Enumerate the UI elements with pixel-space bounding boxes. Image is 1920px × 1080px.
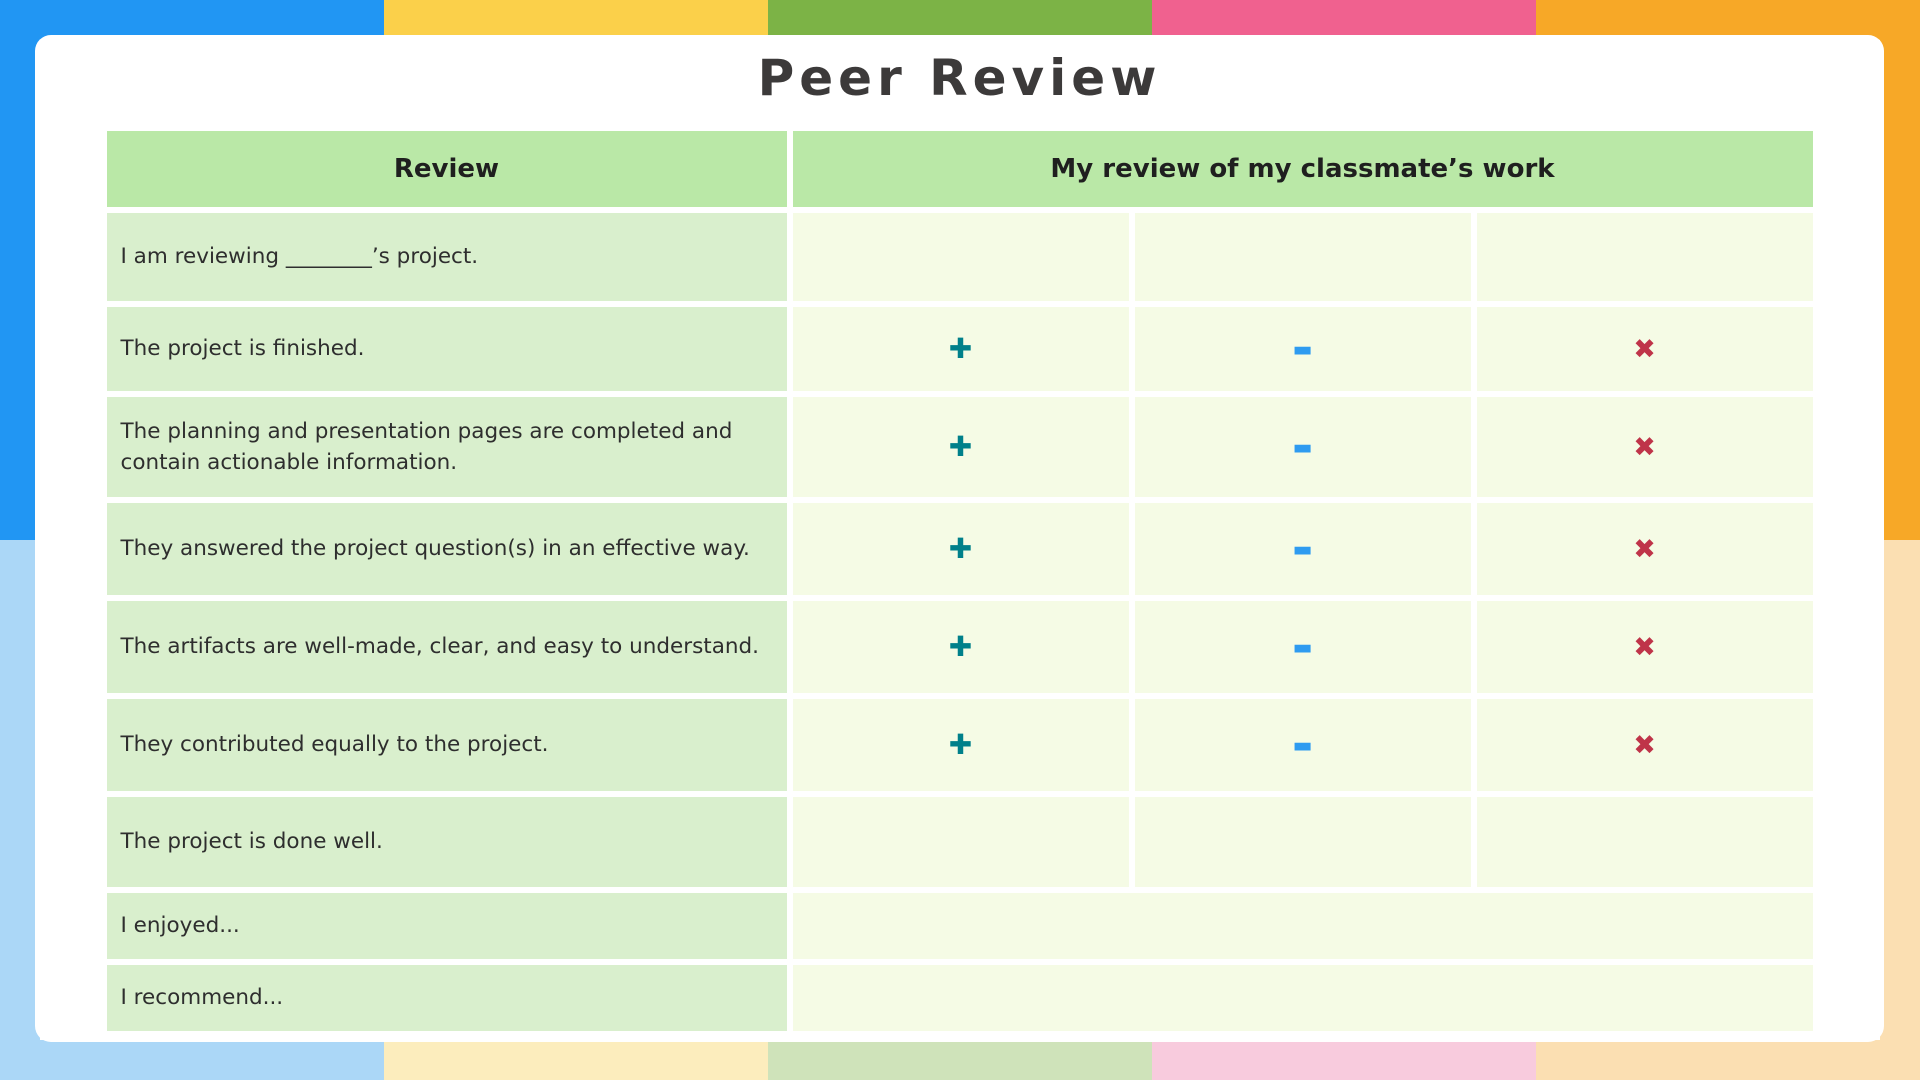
row-label: They answered the project question(s) in… xyxy=(106,503,787,595)
plus-icon: ✚ xyxy=(948,728,973,761)
row-label-text: The artifacts are well-made, clear, and … xyxy=(120,634,760,660)
plus-option-cell[interactable]: ✚ xyxy=(792,397,1129,497)
frame-segment xyxy=(1536,1040,1920,1080)
plus-option-cell[interactable]: ✚ xyxy=(792,503,1129,595)
plus-icon: ✚ xyxy=(948,332,973,365)
row-label: The artifacts are well-made, clear, and … xyxy=(106,601,787,693)
frame-segment xyxy=(0,0,384,40)
answer-cell[interactable] xyxy=(1476,797,1813,887)
cross-option-cell[interactable]: ✖ xyxy=(1476,601,1813,693)
cross-icon: ✖ xyxy=(1633,431,1656,463)
column-header-review: Review xyxy=(106,131,787,207)
row-label-text: They contributed equally to the project. xyxy=(120,732,549,758)
column-header-review-label: Review xyxy=(393,154,500,184)
cross-icon: ✖ xyxy=(1633,729,1656,761)
frame-segment xyxy=(1880,0,1920,540)
plus-option-cell[interactable]: ✚ xyxy=(792,699,1129,791)
row-label: The project is finished. xyxy=(106,307,787,391)
row-label-text: I enjoyed... xyxy=(120,913,240,939)
row-label-text: I am reviewing ________’s project. xyxy=(120,244,479,270)
minus-icon: ▬ xyxy=(1292,336,1313,361)
row-label-text: The project is finished. xyxy=(120,336,365,362)
cross-icon: ✖ xyxy=(1633,333,1656,365)
free-response-cell[interactable] xyxy=(792,893,1813,959)
frame-segment xyxy=(1880,540,1920,1080)
row-label: I enjoyed... xyxy=(106,893,787,959)
answer-cell[interactable] xyxy=(1134,213,1471,301)
frame-segment xyxy=(0,540,40,1080)
plus-option-cell[interactable]: ✚ xyxy=(792,307,1129,391)
plus-icon: ✚ xyxy=(948,630,973,663)
frame-segment xyxy=(768,0,1152,40)
row-label-text: The planning and presentation pages are … xyxy=(120,418,733,475)
cross-option-cell[interactable]: ✖ xyxy=(1476,503,1813,595)
row-label: The project is done well. xyxy=(106,797,787,887)
row-label: I am reviewing ________’s project. xyxy=(106,213,787,301)
frame-segment xyxy=(1152,0,1536,40)
frame-segment xyxy=(1536,0,1920,40)
cross-option-cell[interactable]: ✖ xyxy=(1476,699,1813,791)
answer-cell[interactable] xyxy=(792,213,1129,301)
plus-icon: ✚ xyxy=(948,430,973,463)
row-label-text: I recommend... xyxy=(120,985,284,1011)
frame-segment xyxy=(768,1040,1152,1080)
page-title: Peer Review xyxy=(757,49,1162,107)
frame-bottom-border xyxy=(0,1040,1920,1080)
peer-review-table: Review My review of my classmate’s work … xyxy=(106,131,1813,1031)
frame-left-border xyxy=(0,0,40,1080)
frame-segment xyxy=(1152,1040,1536,1080)
worksheet-card: Peer Review Review My review of my class… xyxy=(35,35,1884,1042)
row-label: I recommend... xyxy=(106,965,787,1031)
minus-option-cell[interactable]: ▬ xyxy=(1134,699,1471,791)
minus-icon: ▬ xyxy=(1292,536,1313,561)
plus-option-cell[interactable]: ✚ xyxy=(792,601,1129,693)
answer-cell[interactable] xyxy=(1134,797,1471,887)
frame-segment xyxy=(384,0,768,40)
plus-icon: ✚ xyxy=(948,532,973,565)
minus-option-cell[interactable]: ▬ xyxy=(1134,503,1471,595)
row-label-text: The project is done well. xyxy=(120,829,383,855)
column-header-my-review-label: My review of my classmate’s work xyxy=(1050,154,1555,184)
frame-right-border xyxy=(1880,0,1920,1080)
row-label: The planning and presentation pages are … xyxy=(106,397,787,497)
free-response-cell[interactable] xyxy=(792,965,1813,1031)
frame-segment xyxy=(0,0,40,540)
frame-segment xyxy=(384,1040,768,1080)
answer-cell[interactable] xyxy=(792,797,1129,887)
answer-cell[interactable] xyxy=(1476,213,1813,301)
column-header-my-review: My review of my classmate’s work xyxy=(792,131,1813,207)
minus-option-cell[interactable]: ▬ xyxy=(1134,601,1471,693)
minus-option-cell[interactable]: ▬ xyxy=(1134,397,1471,497)
cross-icon: ✖ xyxy=(1633,533,1656,565)
row-label-text: They answered the project question(s) in… xyxy=(120,536,750,562)
cross-icon: ✖ xyxy=(1633,631,1656,663)
minus-icon: ▬ xyxy=(1292,732,1313,757)
frame-top-border xyxy=(0,0,1920,40)
row-label: They contributed equally to the project. xyxy=(106,699,787,791)
cross-option-cell[interactable]: ✖ xyxy=(1476,397,1813,497)
frame-segment xyxy=(0,1040,384,1080)
minus-icon: ▬ xyxy=(1292,634,1313,659)
minus-icon: ▬ xyxy=(1292,434,1313,459)
minus-option-cell[interactable]: ▬ xyxy=(1134,307,1471,391)
cross-option-cell[interactable]: ✖ xyxy=(1476,307,1813,391)
